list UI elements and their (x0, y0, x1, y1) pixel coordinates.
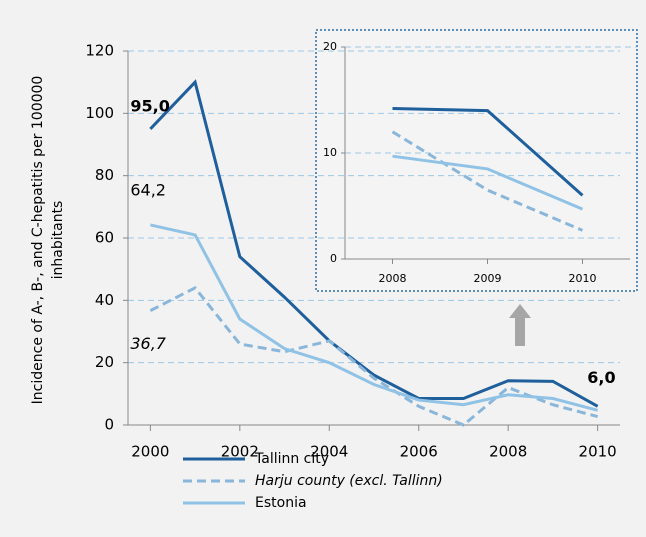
x-tick-label: 2002 (221, 443, 259, 461)
data-label: 6,0 (587, 368, 615, 387)
y-tick-label: 20 (95, 353, 114, 371)
x-tick-label: 2010 (579, 443, 617, 461)
inset-y-tick-label: 10 (323, 146, 337, 159)
arrow (509, 304, 531, 346)
y-axis-label: Incidence of A-, B-, and C-hepatitis per… (30, 76, 46, 405)
inset-x-tick-label: 2009 (474, 272, 502, 285)
y-tick-label: 40 (95, 291, 114, 309)
y-tick-label: 0 (104, 416, 114, 434)
legend-label: Estonia (255, 495, 307, 511)
x-tick-label: 2008 (489, 443, 527, 461)
series-line (149, 79, 599, 408)
x-tick-label: 2006 (400, 443, 438, 461)
inset-series-line (392, 154, 584, 211)
series-line (150, 223, 599, 412)
legend-label: Harju county (excl. Tallinn) (255, 473, 443, 489)
x-tick-label: 2000 (131, 443, 169, 461)
y-axis-label: inhabitants (50, 201, 66, 280)
data-label: 64,2 (130, 180, 166, 199)
x-tick-label: 2004 (310, 443, 348, 461)
inset-x-tick-label: 2010 (569, 272, 597, 285)
data-label: 95,0 (130, 96, 169, 115)
inset-series-line (392, 106, 584, 197)
legend-label: Tallinn city (254, 451, 329, 467)
data-label: 36,7 (130, 334, 166, 353)
y-tick-label: 120 (85, 42, 114, 60)
y-tick-label: 60 (95, 229, 114, 247)
inset-frame (315, 29, 638, 292)
inset-x-tick-label: 2008 (379, 272, 407, 285)
y-tick-label: 100 (85, 104, 114, 122)
y-tick-label: 80 (95, 166, 114, 184)
series-line (149, 285, 599, 427)
inset-y-tick-label: 20 (323, 40, 337, 53)
inset-y-tick-label: 0 (330, 252, 337, 265)
